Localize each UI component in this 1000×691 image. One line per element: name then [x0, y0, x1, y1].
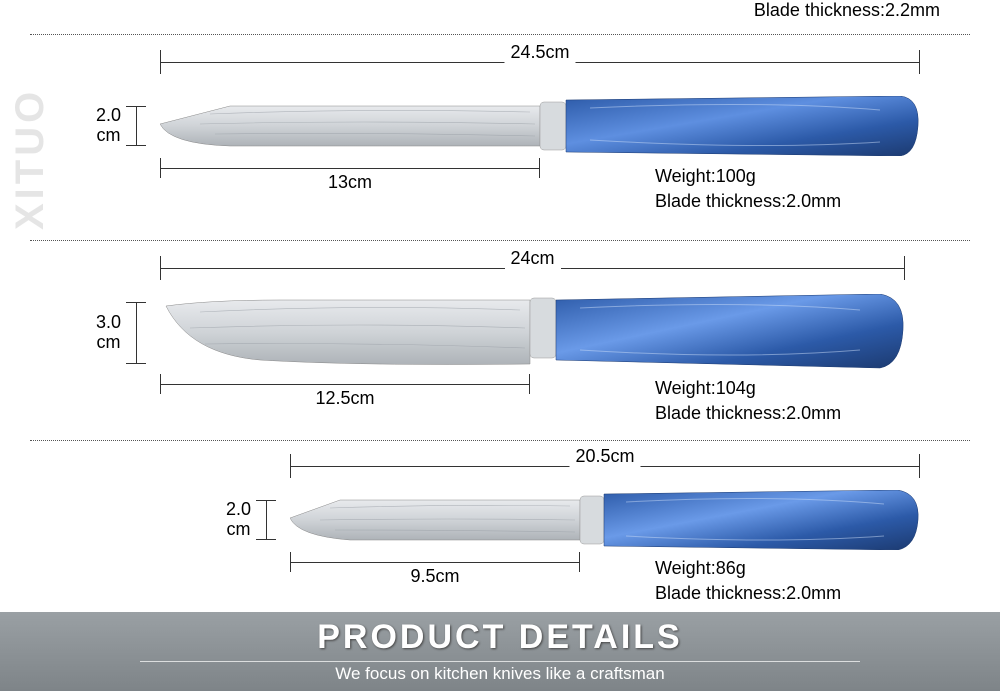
weight-3: Weight:86g	[655, 556, 841, 581]
height-dim-1: 2.0 cm	[100, 106, 160, 146]
blade-length-label-2: 12.5cm	[315, 388, 374, 409]
blade-length-label-3: 9.5cm	[410, 566, 459, 587]
spec-block-3: Weight:86g Blade thickness:2.0mm	[655, 556, 841, 606]
top-thickness-spec: Blade thickness:2.2mm	[754, 0, 940, 21]
blade-length-label-1: 13cm	[328, 172, 372, 193]
blade-length-dim-2: 12.5cm	[160, 378, 530, 402]
separator-3	[30, 440, 970, 441]
separator-2	[30, 240, 970, 241]
height-label-2: 3.0 cm	[96, 313, 121, 353]
separator-1	[30, 34, 970, 35]
knife-row-2: 24cm 3.0 cm 12.5cm	[0, 248, 1000, 438]
footer-banner: PRODUCT DETAILS We focus on kitchen kniv…	[0, 609, 1000, 691]
spec-block-2: Weight:104g Blade thickness:2.0mm	[655, 376, 841, 426]
height-dim-3: 2.0 cm	[230, 500, 290, 540]
total-length-label-3: 20.5cm	[569, 446, 640, 467]
total-length-label-1: 24.5cm	[504, 42, 575, 63]
total-length-dim-3: 20.5cm	[290, 452, 920, 480]
footer-title: PRODUCT DETAILS	[0, 612, 1000, 657]
thickness-1: Blade thickness:2.0mm	[655, 189, 841, 214]
height-dim-2: 3.0 cm	[100, 302, 160, 364]
knife-row-1: 24.5cm 2.0 cm 13cm	[0, 42, 1000, 232]
thickness-3: Blade thickness:2.0mm	[655, 581, 841, 606]
blade-length-dim-1: 13cm	[160, 162, 540, 186]
weight-1: Weight:100g	[655, 164, 841, 189]
blade-length-dim-3: 9.5cm	[290, 556, 580, 580]
footer-divider	[140, 661, 860, 662]
weight-2: Weight:104g	[655, 376, 841, 401]
total-length-dim-2: 24cm	[160, 254, 905, 282]
total-length-label-2: 24cm	[504, 248, 560, 269]
knife-graphic-3	[290, 490, 920, 550]
height-label-3: 2.0 cm	[226, 500, 251, 540]
footer-subtitle: We focus on kitchen knives like a crafts…	[0, 664, 1000, 684]
knife-row-3: 20.5cm 2.0 cm 9.5cm Weight:86g Bl	[0, 448, 1000, 608]
height-label-1: 2.0 cm	[96, 106, 121, 146]
knife-graphic-1	[160, 96, 920, 156]
total-length-dim-1: 24.5cm	[160, 48, 920, 76]
thickness-2: Blade thickness:2.0mm	[655, 401, 841, 426]
spec-block-1: Weight:100g Blade thickness:2.0mm	[655, 164, 841, 214]
knife-graphic-2	[160, 294, 905, 372]
